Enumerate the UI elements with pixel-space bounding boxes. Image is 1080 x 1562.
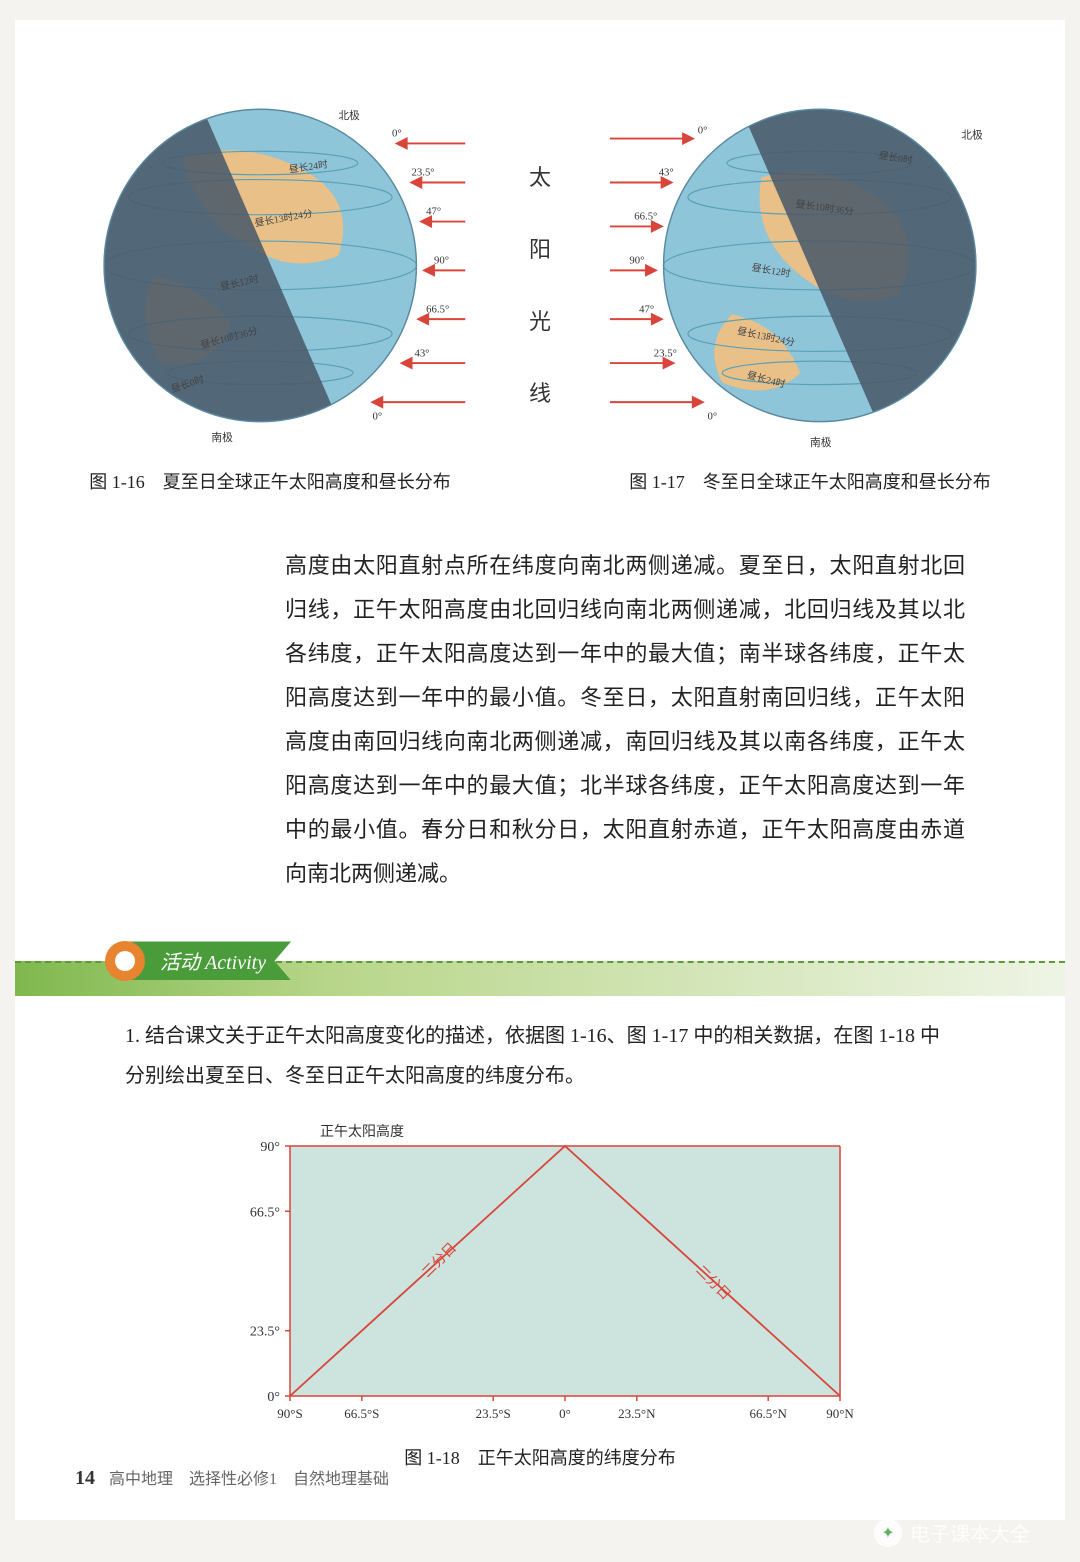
main-paragraph: 高度由太阳直射点所在纬度向南北两侧递减。夏至日，太阳直射北回归线，正午太阳高度由… xyxy=(285,544,965,896)
activity-icon xyxy=(105,941,145,981)
globe-left-caption: 图 1-16 夏至日全球正午太阳高度和昼长分布 xyxy=(65,468,475,494)
watermark: ✦ 电子课本大全 xyxy=(874,1518,1030,1547)
svg-text:0°: 0° xyxy=(267,1390,280,1405)
globe-winter-solstice: 0° 43° 66.5° 90° 47° 23.5° 0° 北极 南极 昼长0时… xyxy=(605,80,1015,494)
page-footer: 14 高中地理 选择性必修1 自然地理基础 xyxy=(75,1465,389,1490)
svg-text:23.5°S: 23.5°S xyxy=(476,1406,511,1421)
svg-text:南极: 南极 xyxy=(211,431,233,444)
svg-text:0°: 0° xyxy=(392,128,402,140)
chart-svg: 正午太阳高度 0° 23.5° 66.5° 90° 90°S 66.5°S 23.5°S 0° 2… xyxy=(220,1116,860,1436)
svg-text:23.5°: 23.5° xyxy=(412,167,435,179)
svg-text:南极: 南极 xyxy=(810,436,832,449)
wechat-icon: ✦ xyxy=(874,1519,902,1547)
svg-text:23.5°: 23.5° xyxy=(250,1325,280,1340)
svg-text:0°: 0° xyxy=(698,125,708,137)
activity-task-text: 1. 结合课文关于正午太阳高度变化的描述，依据图 1-16、图 1-17 中的相… xyxy=(125,1016,955,1096)
svg-text:23.5°: 23.5° xyxy=(654,347,677,359)
svg-text:90°N: 90°N xyxy=(826,1406,854,1421)
svg-text:90°S: 90°S xyxy=(277,1406,302,1421)
textbook-page: 0° 23.5° 47° 90° 66.5° 43° 0° 北极 南极 昼长24… xyxy=(15,20,1065,1520)
globe-right-caption: 图 1-17 冬至日全球正午太阳高度和昼长分布 xyxy=(605,468,1015,494)
svg-text:90°: 90° xyxy=(629,255,644,267)
sunlight-vertical-label: 太 阳 光 线 xyxy=(529,80,551,408)
svg-text:47°: 47° xyxy=(639,303,654,315)
globes-figure-row: 0° 23.5° 47° 90° 66.5° 43° 0° 北极 南极 昼长24… xyxy=(65,80,1015,494)
svg-text:66.5°: 66.5° xyxy=(250,1205,280,1220)
svg-text:66.5°: 66.5° xyxy=(426,303,449,315)
chart-1-18: 正午太阳高度 0° 23.5° 66.5° 90° 90°S 66.5°S 23.5°S 0° 2… xyxy=(190,1116,890,1470)
globe-summer-solstice: 0° 23.5° 47° 90° 66.5° 43° 0° 北极 南极 昼长24… xyxy=(65,80,475,494)
svg-text:43°: 43° xyxy=(414,347,429,359)
svg-text:66.5°S: 66.5°S xyxy=(344,1406,379,1421)
page-number: 14 xyxy=(75,1467,95,1489)
globe-right-svg: 0° 43° 66.5° 90° 47° 23.5° 0° 北极 南极 昼长0时… xyxy=(605,80,1015,451)
svg-text:90°: 90° xyxy=(434,255,449,267)
footer-text: 高中地理 选择性必修1 自然地理基础 xyxy=(109,1471,389,1488)
svg-text:北极: 北极 xyxy=(338,109,360,122)
svg-text:66.5°: 66.5° xyxy=(634,211,657,223)
svg-text:66.5°N: 66.5°N xyxy=(750,1406,788,1421)
svg-text:正午太阳高度: 正午太阳高度 xyxy=(320,1123,404,1140)
activity-badge: 活动 Activity xyxy=(105,941,291,981)
svg-text:43°: 43° xyxy=(659,167,674,179)
svg-text:0°: 0° xyxy=(372,411,382,423)
activity-banner: 活动 Activity xyxy=(15,936,1065,996)
svg-text:90°: 90° xyxy=(260,1140,280,1155)
svg-text:北极: 北极 xyxy=(961,129,983,142)
globe-left-svg: 0° 23.5° 47° 90° 66.5° 43° 0° 北极 南极 昼长24… xyxy=(65,80,475,451)
svg-text:23.5°N: 23.5°N xyxy=(618,1406,656,1421)
svg-text:0°: 0° xyxy=(707,411,717,423)
svg-text:47°: 47° xyxy=(426,206,441,218)
svg-text:0°: 0° xyxy=(559,1406,571,1421)
